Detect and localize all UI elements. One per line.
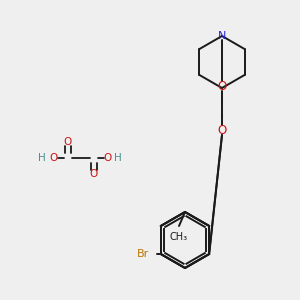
Text: H: H	[114, 153, 122, 163]
Text: H: H	[38, 153, 46, 163]
Text: CH₃: CH₃	[170, 232, 188, 242]
Text: O: O	[64, 137, 72, 147]
Text: N: N	[218, 31, 226, 41]
Text: O: O	[218, 124, 226, 136]
Text: O: O	[218, 80, 226, 92]
Text: Br: Br	[136, 249, 149, 259]
Text: O: O	[50, 153, 58, 163]
Text: O: O	[90, 169, 98, 179]
Text: O: O	[104, 153, 112, 163]
